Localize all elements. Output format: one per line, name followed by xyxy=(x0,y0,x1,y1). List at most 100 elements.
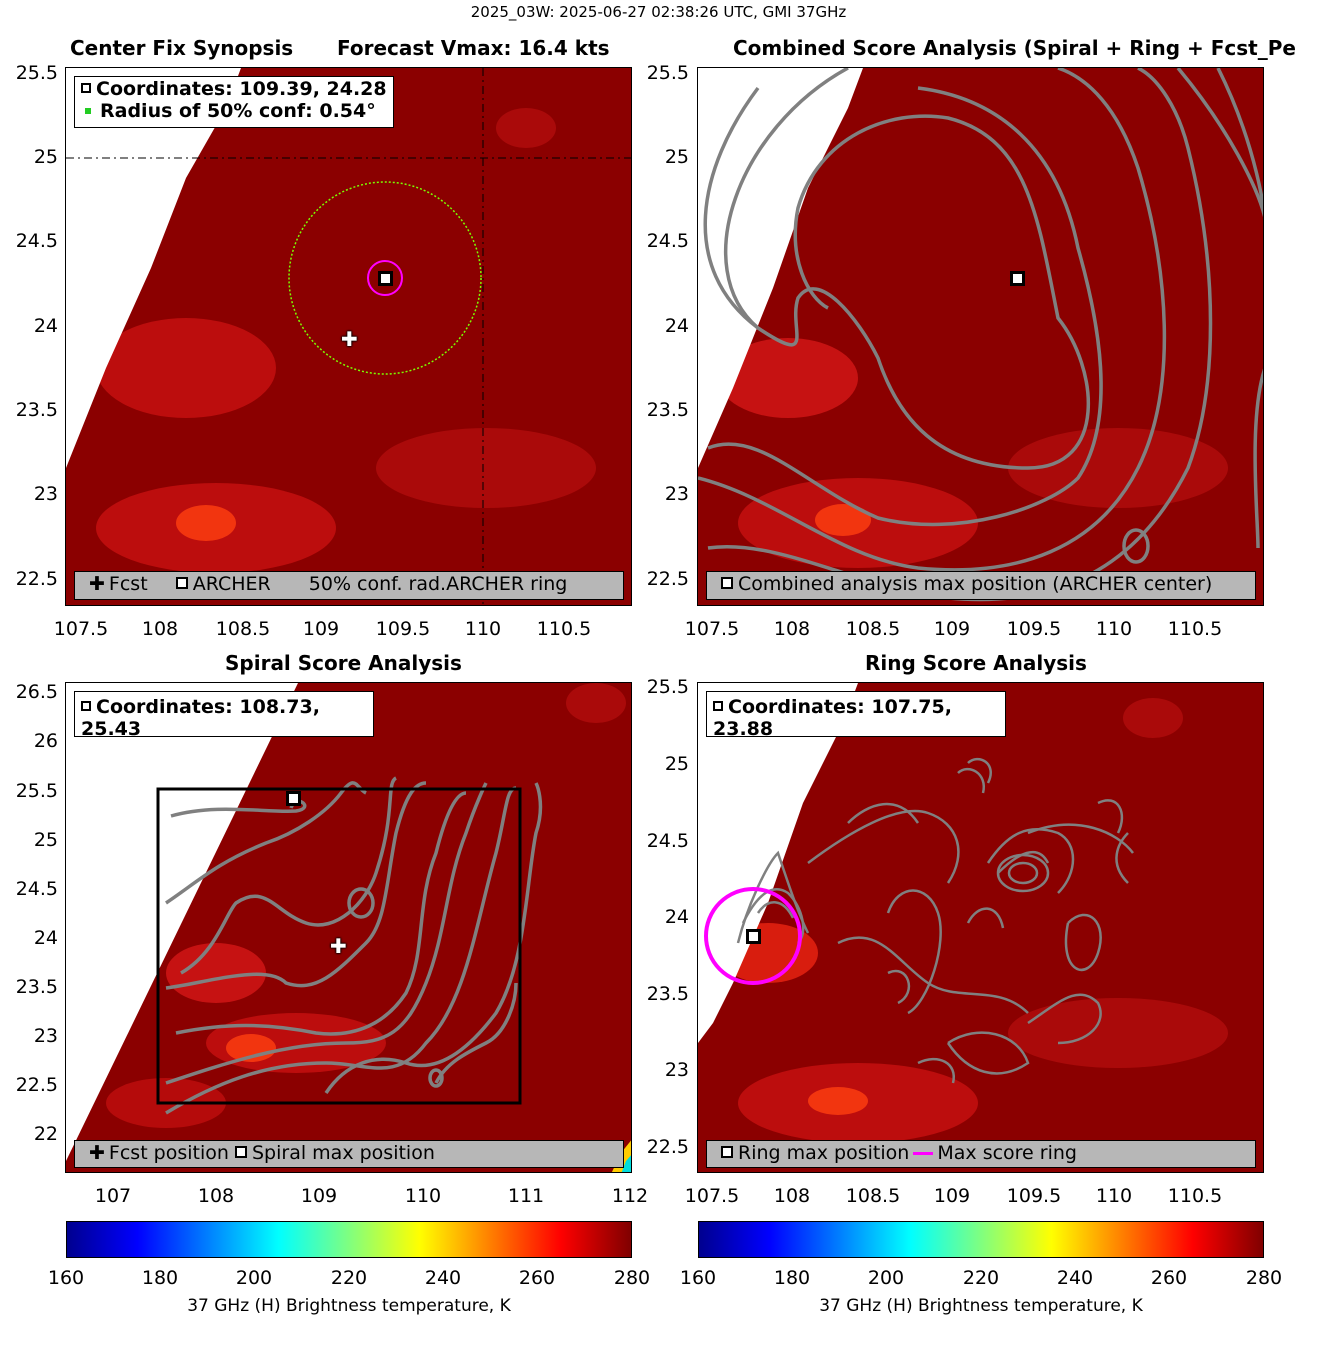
tl-info-box: Coordinates: 109.39, 24.28 Radius of 50%… xyxy=(74,76,394,128)
combined-max-marker xyxy=(1010,271,1025,286)
y-tick: 23.5 xyxy=(646,983,689,1005)
bl-info-box: Coordinates: 108.73, 25.43 xyxy=(74,691,374,740)
colorbar-left-label: 37 GHz (H) Brightness temperature, K xyxy=(187,1296,511,1316)
y-tick: 23.5 xyxy=(15,399,58,421)
legend-archer: ARCHER xyxy=(192,573,271,595)
cb-tick: 280 xyxy=(613,1267,651,1289)
y-tick: 25 xyxy=(33,146,58,168)
cb-tick: 260 xyxy=(1150,1267,1188,1289)
x-tick: 110 xyxy=(1095,618,1133,640)
tl-title: Center Fix Synopsis xyxy=(70,36,294,60)
bl-contours xyxy=(165,776,543,1115)
x-tick: 110.5 xyxy=(536,618,592,640)
x-tick: 111 xyxy=(507,1185,545,1207)
forecast-position-marker: ✚ xyxy=(330,934,347,958)
bl-heatmap xyxy=(66,683,631,1172)
y-tick: 22.5 xyxy=(646,1136,689,1158)
y-tick: 24 xyxy=(664,906,689,928)
br-contours xyxy=(736,757,1134,1084)
bl-plot-area: ✚ Coordinates: 108.73, 25.43 ✚ Fcst posit… xyxy=(65,682,632,1173)
bl-legend: ✚ Fcst position Spiral max position xyxy=(74,1140,624,1168)
y-tick: 23.5 xyxy=(15,976,58,998)
y-tick: 23.5 xyxy=(646,399,689,421)
cb-tick: 260 xyxy=(518,1267,556,1289)
y-tick: 22.5 xyxy=(15,1074,58,1096)
x-tick: 107.5 xyxy=(684,618,740,640)
x-tick: 107.5 xyxy=(53,618,109,640)
tl-heatmap xyxy=(66,68,631,605)
y-tick: 23 xyxy=(33,1025,58,1047)
ring-max-marker xyxy=(746,929,761,944)
tr-plot-area: Combined analysis max position (ARCHER c… xyxy=(697,67,1264,606)
x-tick: 108.5 xyxy=(845,618,901,640)
legend-ring: ARCHER ring xyxy=(446,573,568,595)
cb-tick: 280 xyxy=(1245,1267,1283,1289)
y-tick: 25.5 xyxy=(646,676,689,698)
x-tick: 108 xyxy=(197,1185,235,1207)
forecast-position-marker: ✚ xyxy=(341,327,358,351)
tl-info-radius: Radius of 50% conf: 0.54° xyxy=(81,100,387,122)
x-tick: 110.5 xyxy=(1167,618,1223,640)
x-tick: 110.5 xyxy=(1167,1185,1223,1207)
x-tick: 108 xyxy=(773,618,811,640)
y-tick: 23 xyxy=(664,1059,689,1081)
y-tick: 25.5 xyxy=(15,780,58,802)
y-tick: 22.5 xyxy=(15,568,58,590)
br-info-coords: Coordinates: 107.75, 23.88 xyxy=(713,696,952,740)
cb-tick: 240 xyxy=(424,1267,462,1289)
x-tick: 110 xyxy=(1095,1185,1133,1207)
x-tick: 108 xyxy=(773,1185,811,1207)
x-tick: 109 xyxy=(302,618,340,640)
tr-heatmap xyxy=(698,68,1263,605)
spiral-max-marker xyxy=(286,791,301,806)
x-tick: 109 xyxy=(933,1185,971,1207)
x-tick: 109.5 xyxy=(1006,1185,1062,1207)
legend-conf: 50% conf. rad. xyxy=(308,573,447,595)
x-tick: 110 xyxy=(404,1185,442,1207)
y-tick: 25.5 xyxy=(15,62,58,84)
br-legend: Ring max position Max score ring xyxy=(706,1140,1256,1168)
y-tick: 25 xyxy=(664,753,689,775)
y-tick: 25 xyxy=(664,146,689,168)
cb-tick: 160 xyxy=(47,1267,85,1289)
y-tick: 24.5 xyxy=(15,878,58,900)
tl-info-coords: Coordinates: 109.39, 24.28 xyxy=(81,78,387,100)
x-tick: 109.5 xyxy=(1006,618,1062,640)
bl-title: Spiral Score Analysis xyxy=(225,651,462,675)
y-tick: 26 xyxy=(33,730,58,752)
y-tick: 24.5 xyxy=(15,230,58,252)
x-tick: 108 xyxy=(141,618,179,640)
cb-tick: 200 xyxy=(867,1267,905,1289)
br-heatmap xyxy=(698,683,1263,1172)
legend-combined: Combined analysis max position (ARCHER c… xyxy=(738,573,1213,595)
y-tick: 24.5 xyxy=(646,830,689,852)
colorbar-right xyxy=(698,1221,1264,1258)
br-title: Ring Score Analysis xyxy=(865,651,1087,675)
archer-center-marker xyxy=(378,271,393,286)
cb-tick: 160 xyxy=(679,1267,717,1289)
tl-plot-area: ✚ Coordinates: 109.39, 24.28 Radius of 5… xyxy=(65,67,632,606)
y-tick: 26.5 xyxy=(15,681,58,703)
figure-title: 2025_03W: 2025-06-27 02:38:26 UTC, GMI 3… xyxy=(470,3,847,21)
x-tick: 110 xyxy=(464,618,502,640)
tr-contours xyxy=(698,68,1263,602)
x-tick: 108.5 xyxy=(215,618,271,640)
colorbar-right-label: 37 GHz (H) Brightness temperature, K xyxy=(819,1296,1143,1316)
x-tick: 109 xyxy=(933,618,971,640)
y-tick: 22 xyxy=(33,1123,58,1145)
tl-vmax: Forecast Vmax: 16.4 kts xyxy=(337,36,610,60)
br-plot-area: Coordinates: 107.75, 23.88 Ring max posi… xyxy=(697,682,1264,1173)
y-tick: 24 xyxy=(664,315,689,337)
legend-fcst: Fcst xyxy=(108,573,148,595)
tr-title: Combined Score Analysis (Spiral + Ring +… xyxy=(733,36,1296,60)
x-tick: 108.5 xyxy=(845,1185,901,1207)
x-tick: 109 xyxy=(300,1185,338,1207)
legend-fcst-position: Fcst position xyxy=(108,1142,229,1164)
cb-tick: 240 xyxy=(1056,1267,1094,1289)
x-tick: 109.5 xyxy=(375,618,431,640)
br-info-box: Coordinates: 107.75, 23.88 xyxy=(706,691,1006,740)
y-tick: 25.5 xyxy=(646,62,689,84)
x-tick: 112 xyxy=(611,1185,649,1207)
legend-spiral-max: Spiral max position xyxy=(252,1142,435,1164)
y-tick: 22.5 xyxy=(646,568,689,590)
